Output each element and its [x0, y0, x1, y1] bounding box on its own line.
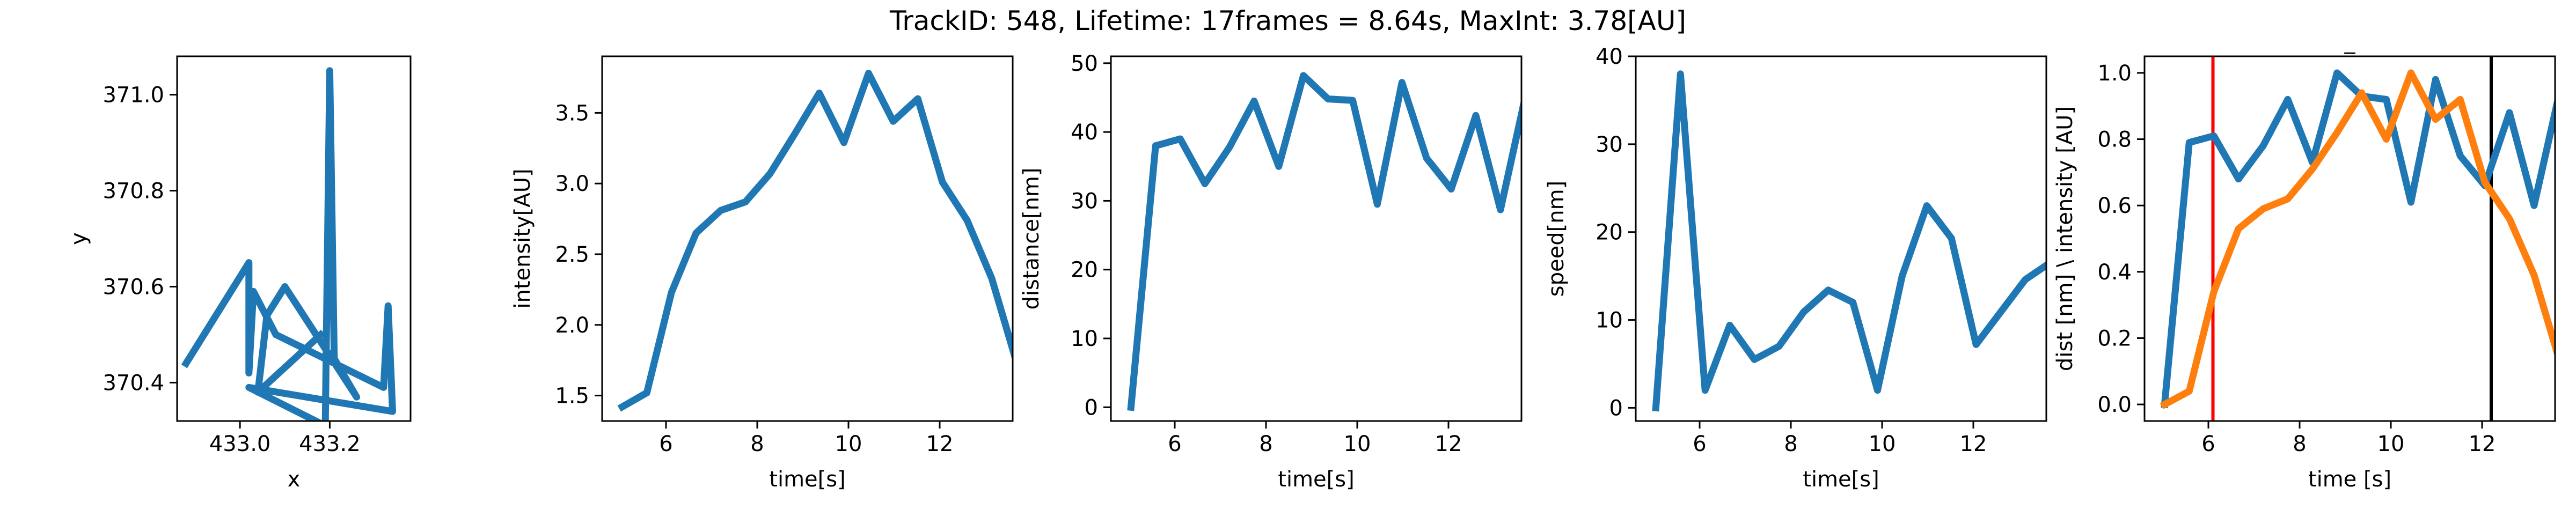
y-tick-label: 2.0	[555, 313, 589, 338]
series-line-1	[1652, 70, 2046, 412]
series-line-1	[181, 67, 396, 421]
y-tick-label: 20	[1071, 258, 1098, 283]
y-tick-label: 0.0	[2097, 393, 2132, 417]
y-tick-label: 370.6	[103, 275, 164, 299]
y-tick-label: 370.4	[103, 371, 164, 395]
axes-frame	[601, 55, 1014, 422]
subplot-title: _	[2344, 29, 2356, 54]
y-axis-label: intensity[AU]	[510, 168, 535, 308]
x-tick-label: 6	[1168, 432, 1181, 456]
subplot-1: 433.0 433.2 370.4 370.6 370.8 371.0 x y	[67, 55, 412, 492]
subplot-5: 6 8 10 12 0.0 0.2 0.4 0.6 0.8 1.0 time [s] dist [nm…	[2053, 29, 2556, 492]
y-tick-label: 370.8	[103, 179, 164, 204]
subplot-4: 6 8 10 12 0 10 20 30 40 time[s] speed[nm]	[1544, 45, 2047, 492]
x-tick-label: 10	[2377, 432, 2405, 456]
x-tick-label: 12	[926, 432, 954, 456]
x-tick-label: 12	[1960, 432, 1987, 456]
y-tick-label: 1.5	[555, 384, 589, 409]
y-tick-label: 10	[1071, 327, 1098, 351]
y-axis-label: dist [nm] \ intensity [AU]	[2053, 106, 2077, 371]
y-tick-label: 30	[1071, 189, 1098, 213]
x-tick-label: 6	[2201, 432, 2215, 456]
x-tick-label: 8	[1784, 432, 1797, 456]
x-tick-label: 12	[1435, 432, 1462, 456]
y-tick-label: 30	[1596, 132, 1623, 157]
x-tick-label: 433.0	[209, 432, 271, 456]
axes-frame	[176, 55, 412, 422]
x-axis-label: time[s]	[1278, 467, 1354, 492]
y-tick-label: 3.0	[555, 172, 589, 196]
x-tick-label: 8	[2293, 432, 2306, 456]
y-tick-label: 10	[1596, 308, 1623, 333]
x-tick-label: 10	[1869, 432, 1896, 456]
subplot-2: 6 8 10 12 1.5 2.0 2.5 3.0 3.5 time[s] intensity[AU…	[510, 55, 1014, 492]
figure-title: TrackID: 548, Lifetime: 17frames = 8.64s…	[890, 5, 1686, 36]
x-tick-label: 10	[1344, 432, 1371, 456]
x-axis-label: time[s]	[769, 467, 845, 492]
y-tick-label: 0.2	[2097, 326, 2132, 351]
y-tick-label: 0.4	[2097, 260, 2132, 285]
y-tick-label: 0.8	[2097, 128, 2132, 152]
x-tick-label: 8	[750, 432, 764, 456]
y-tick-label: 40	[1596, 45, 1623, 69]
y-tick-label: 0.6	[2097, 194, 2132, 218]
series-line-2	[2160, 69, 2555, 409]
y-tick-label: 40	[1071, 120, 1098, 145]
y-tick-label: 371.0	[103, 83, 164, 108]
axes-frame	[1635, 55, 2047, 422]
series-line-1	[2161, 69, 2555, 409]
y-tick-label: 3.5	[555, 101, 589, 125]
x-tick-label: 8	[1259, 432, 1272, 456]
axes-frame	[2143, 55, 2556, 422]
y-tick-label: 0	[1085, 395, 1098, 420]
y-tick-label: 2.5	[555, 242, 589, 267]
x-tick-label: 6	[659, 432, 672, 456]
x-tick-label: 10	[835, 432, 862, 456]
axes-frame	[1110, 55, 1523, 422]
y-tick-label: 50	[1071, 51, 1098, 76]
series-line-1	[617, 70, 1013, 412]
y-axis-label: y	[67, 232, 91, 245]
x-tick-label: 433.2	[299, 432, 361, 456]
subplot-3: 6 8 10 12 0 10 20 30 40 50 time[s] distance[nm]	[1019, 51, 1523, 492]
series-line-1	[1127, 72, 1521, 411]
x-axis-label: time [s]	[2308, 467, 2391, 492]
x-axis-label: time[s]	[1803, 467, 1879, 492]
x-axis-label: x	[288, 467, 301, 492]
y-axis-label: distance[nm]	[1019, 167, 1044, 309]
y-tick-label: 0	[1609, 396, 1623, 420]
y-tick-label: 20	[1596, 220, 1623, 245]
y-tick-label: 1.0	[2097, 61, 2132, 86]
x-tick-label: 12	[2469, 432, 2496, 456]
x-tick-label: 6	[1693, 432, 1706, 456]
y-axis-label: speed[nm]	[1544, 181, 1569, 297]
